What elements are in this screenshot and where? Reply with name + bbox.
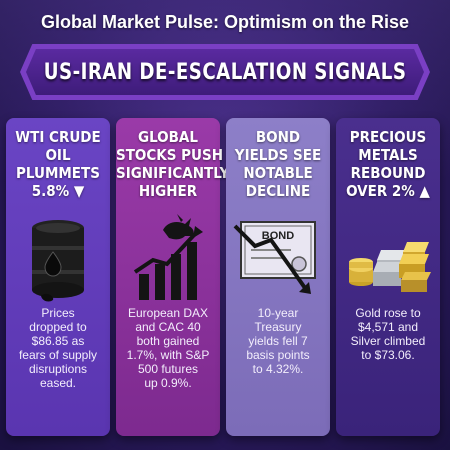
panel-oil: WTI CRUDE OIL PLUMMETS 5.8% ▼ Prices dro… (6, 118, 110, 436)
panel-body-line: up 0.9%. (144, 376, 192, 390)
panel-title-line: METALS (358, 146, 418, 164)
panel-title-line: YIELDS SEE (234, 146, 322, 164)
panel-body-line: basis points (246, 348, 310, 362)
panel-title-line: OVER 2% ▲ (346, 182, 430, 200)
panel-body: 10-year Treasury yields fell 7 basis poi… (230, 306, 326, 376)
panel-body-line: to 4.32%. (252, 362, 304, 376)
panel-title-line: REBOUND (350, 164, 426, 182)
panel-body: Gold rose to $4,571 and Silver climbed t… (340, 306, 436, 362)
panel-body-line: dropped to (29, 320, 87, 334)
panel-title-line: PRECIOUS (349, 128, 427, 146)
panel-title-line: WTI CRUDE (15, 128, 101, 146)
panel-title-line: OIL (45, 146, 71, 164)
bull-rising-chart-icon (133, 214, 203, 300)
panel-body-line: eased. (39, 376, 77, 390)
panel-title: WTI CRUDE OIL PLUMMETS 5.8% ▼ (6, 128, 110, 200)
bond-certificate-icon (233, 221, 316, 294)
panel-body-line: Silver climbed (350, 334, 426, 348)
panel-stocks: GLOBAL STOCKS PUSH SIGNIFICANTLY HIGHER … (116, 118, 230, 436)
panel-title-line: NOTABLE (243, 164, 313, 182)
panel-title: PRECIOUS METALS REBOUND OVER 2% ▲ (336, 128, 440, 200)
panel-body-line: Gold rose to (355, 306, 421, 320)
panel-title-line: SIGNIFICANTLY (116, 164, 230, 182)
panel-metals: PRECIOUS METALS REBOUND OVER 2% ▲ Gold r… (336, 118, 440, 436)
oil-barrel-icon (32, 220, 84, 302)
panel-body-line: Prices (41, 306, 75, 320)
panel-title-line: GLOBAL (138, 128, 198, 146)
panel-title: GLOBAL STOCKS PUSH SIGNIFICANTLY HIGHER (116, 128, 230, 200)
panel-body-line: yields fell 7 (248, 334, 308, 348)
panel-body-line: 500 futures (137, 362, 199, 376)
panel-title-line: HIGHER (138, 182, 198, 200)
panel-body-line: Treasury (254, 320, 302, 334)
panel-title-line: BOND (255, 128, 301, 146)
panel-bonds: BOND YIELDS SEE NOTABLE DECLINE BOND 10-… (226, 118, 330, 436)
panel-body-line: 10-year (257, 306, 299, 320)
panel-body-line: fears of supply (18, 348, 98, 362)
panel-body-line: and CAC 40 (135, 320, 201, 334)
panel-title-line: PLUMMETS (16, 164, 100, 182)
page-title: Global Market Pulse: Optimism on the Ris… (40, 12, 410, 32)
panel-title: BOND YIELDS SEE NOTABLE DECLINE (226, 128, 330, 200)
panel-body-line: both gained (136, 334, 200, 348)
banner-title: US-IRAN DE-ESCALATION SIGNALS (43, 59, 407, 85)
gold-silver-bars-icon (349, 242, 431, 292)
bond-label: BOND (261, 230, 295, 242)
panel-body-line: $4,571 and (357, 320, 419, 334)
panel-body: Prices dropped to $86.85 as fears of sup… (10, 306, 106, 390)
panel-body-line: $86.85 as (31, 334, 85, 348)
panel-body: European DAX and CAC 40 both gained 1.7%… (120, 306, 216, 390)
panel-body-line: disruptions (28, 362, 88, 376)
panel-title-line: STOCKS PUSH (116, 146, 224, 164)
banner: US-IRAN DE-ESCALATION SIGNALS (26, 49, 424, 95)
panel-title-line: 5.8% ▼ (31, 182, 85, 200)
panel-title-line: DECLINE (245, 182, 311, 200)
panel-body-line: to $73.06. (361, 348, 415, 362)
panel-body-line: European DAX (127, 306, 209, 320)
panel-body-line: 1.7%, with S&P (126, 348, 210, 362)
